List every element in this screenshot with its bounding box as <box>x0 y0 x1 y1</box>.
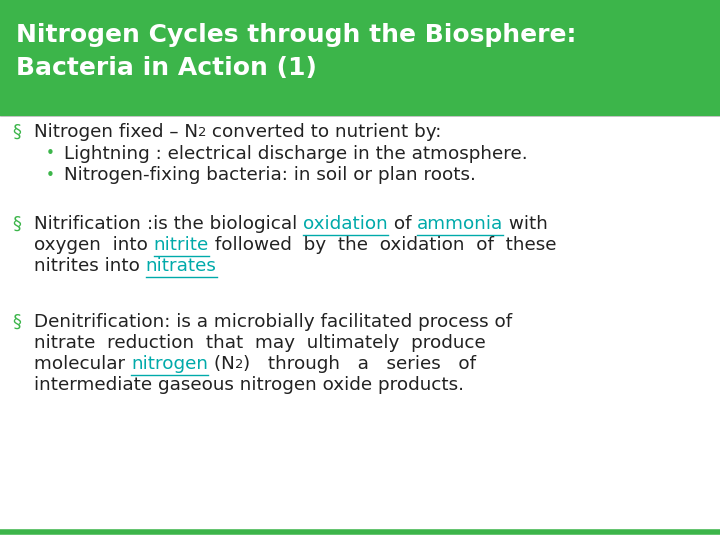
Text: oxygen  into: oxygen into <box>34 236 154 254</box>
Text: Denitrification: is a microbially facilitated process of: Denitrification: is a microbially facili… <box>34 313 512 331</box>
Text: nitrites into: nitrites into <box>34 257 145 275</box>
Text: Bacteria in Action (1): Bacteria in Action (1) <box>16 56 317 80</box>
Text: oxidation: oxidation <box>303 215 387 233</box>
Text: §: § <box>12 123 21 141</box>
Text: converted to nutrient by:: converted to nutrient by: <box>207 123 442 141</box>
Text: nitrite: nitrite <box>154 236 209 254</box>
Text: intermediate gaseous nitrogen oxide products.: intermediate gaseous nitrogen oxide prod… <box>34 376 464 394</box>
Text: •: • <box>46 146 55 161</box>
Text: Nitrogen Cycles through the Biosphere:: Nitrogen Cycles through the Biosphere: <box>16 23 577 47</box>
Text: nitrate  reduction  that  may  ultimately  produce: nitrate reduction that may ultimately pr… <box>34 334 486 352</box>
Text: §: § <box>12 215 21 233</box>
Text: (N: (N <box>208 355 235 373</box>
Text: :is the biological: :is the biological <box>147 215 303 233</box>
Text: ammonia: ammonia <box>417 215 503 233</box>
Text: §: § <box>12 313 21 331</box>
Text: Nitrogen-fixing bacteria: in soil or plan roots.: Nitrogen-fixing bacteria: in soil or pla… <box>64 166 476 184</box>
Text: )   through   a   series   of: ) through a series of <box>243 355 476 373</box>
Text: with: with <box>503 215 548 233</box>
Text: molecular: molecular <box>34 355 131 373</box>
Text: followed  by  the  oxidation  of  these: followed by the oxidation of these <box>209 236 557 254</box>
Text: of: of <box>387 215 417 233</box>
FancyBboxPatch shape <box>0 116 720 540</box>
Text: nitrates: nitrates <box>145 257 217 275</box>
Text: •: • <box>46 167 55 183</box>
FancyBboxPatch shape <box>0 0 720 116</box>
Text: 2: 2 <box>235 358 243 371</box>
Text: 2: 2 <box>198 126 207 139</box>
Text: Lightning : electrical discharge in the atmosphere.: Lightning : electrical discharge in the … <box>64 145 528 163</box>
Text: Nitrification: Nitrification <box>34 215 147 233</box>
Text: nitrogen: nitrogen <box>131 355 208 373</box>
Text: Nitrogen fixed – N: Nitrogen fixed – N <box>34 123 198 141</box>
